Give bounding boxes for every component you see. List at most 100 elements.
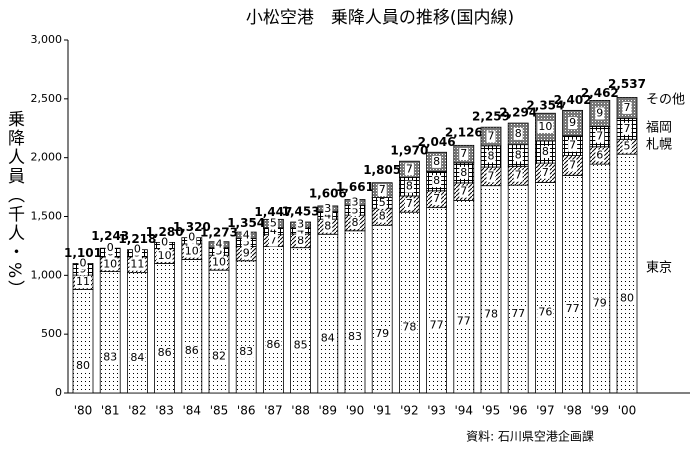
label-bg	[75, 276, 91, 289]
bar-segment	[453, 199, 475, 394]
x-tick-label: '83	[155, 404, 174, 418]
x-tick-label: '00	[618, 404, 637, 418]
label-bg	[568, 139, 578, 152]
segment-label: 78	[484, 307, 498, 320]
bar-segment	[398, 211, 420, 394]
label-bg	[540, 146, 550, 159]
total-label: 1,805	[363, 163, 401, 177]
segment-label: 80	[620, 292, 634, 305]
segment-label: 8	[515, 127, 522, 140]
label-bg	[377, 196, 387, 209]
total-label: 2,537	[608, 77, 646, 91]
label-bg	[156, 249, 173, 262]
label-bg	[432, 193, 442, 206]
total-label: 2,294	[499, 106, 537, 120]
segment-label: 85	[294, 338, 308, 351]
bar-segment	[154, 263, 176, 394]
x-tick-label: '96	[509, 404, 528, 418]
segment-label: 5	[243, 235, 250, 248]
segment-label: 8	[515, 148, 522, 161]
bar-segment	[507, 184, 529, 394]
total-label: 1,453	[282, 205, 320, 219]
x-tick-label: '92	[400, 404, 419, 418]
label-bg	[486, 170, 496, 183]
label-bg	[214, 238, 224, 251]
bar-segment	[262, 246, 284, 394]
bar-segment	[344, 230, 366, 394]
label-bg	[510, 308, 527, 321]
segment-label: 11	[76, 275, 90, 288]
segment-label: 11	[130, 258, 144, 271]
label-bg	[183, 245, 200, 258]
label-bg	[401, 321, 418, 334]
x-tick-label: '90	[346, 404, 365, 418]
label-bg	[622, 101, 632, 114]
label-bg	[102, 351, 119, 364]
label-bg	[323, 220, 333, 233]
label-bg	[102, 258, 119, 271]
segment-label: 0	[188, 231, 195, 244]
label-bg	[268, 234, 278, 247]
label-bg	[377, 184, 387, 197]
total-label: 2,126	[445, 125, 483, 139]
label-bg	[564, 303, 581, 316]
segment-label: 77	[430, 318, 444, 331]
total-label: 1,101	[64, 246, 102, 260]
segment-label: 9	[596, 106, 603, 119]
y-tick-label: 1,000	[31, 268, 63, 281]
segment-label: 76	[538, 306, 552, 319]
segment-label: 3	[352, 195, 359, 208]
bar-segment	[235, 260, 257, 394]
segment-label: 82	[212, 350, 226, 363]
label-bg	[350, 216, 360, 229]
bar-segment	[562, 174, 583, 394]
label-bg	[268, 225, 278, 238]
segment-label: 7	[460, 147, 467, 160]
segment-label: 7	[596, 130, 603, 143]
label-bg	[323, 209, 333, 222]
label-bg	[350, 204, 360, 217]
legend-label: 札幌	[646, 137, 672, 153]
total-label: 1,243	[91, 229, 129, 243]
segment-label: 7	[542, 166, 549, 179]
segment-label: 86	[185, 344, 199, 357]
total-label: 1,447	[254, 205, 292, 219]
segment-label: 5	[379, 196, 386, 209]
y-tick-label: 2,500	[31, 92, 63, 105]
label-bg	[105, 242, 115, 255]
label-bg	[241, 247, 251, 260]
segment-label: 10	[103, 257, 117, 270]
label-bg	[75, 360, 91, 373]
segment-label: 80	[76, 359, 90, 372]
legend-label: 東京	[646, 260, 672, 276]
segment-label: 7	[488, 169, 495, 182]
label-bg	[350, 196, 360, 209]
x-tick-label: '98	[563, 404, 582, 418]
label-bg	[486, 150, 496, 163]
label-bg	[78, 257, 88, 270]
label-bg	[156, 347, 173, 360]
x-tick-label: '89	[319, 404, 338, 418]
label-bg	[129, 351, 146, 364]
label-bg	[211, 350, 227, 363]
label-bg	[595, 149, 605, 162]
segment-label: 4	[216, 238, 223, 251]
label-bg	[374, 328, 391, 341]
label-bg	[238, 345, 255, 358]
segment-label: 10	[212, 256, 226, 269]
label-bg	[211, 256, 227, 269]
x-tick-label: '87	[264, 404, 283, 418]
bar-segment	[181, 259, 203, 394]
segment-label: 4	[243, 228, 250, 241]
segment-label: 8	[542, 145, 549, 158]
segment-label: 78	[402, 321, 416, 334]
segment-label: 5	[352, 203, 359, 216]
segment-label: 8	[433, 155, 440, 168]
x-tick-label: '88	[291, 404, 310, 418]
label-bg	[568, 117, 578, 130]
segment-label: 7	[433, 192, 440, 205]
segment-label: 79	[593, 297, 607, 310]
total-label: 2,402	[554, 93, 592, 107]
label-bg	[241, 229, 251, 242]
